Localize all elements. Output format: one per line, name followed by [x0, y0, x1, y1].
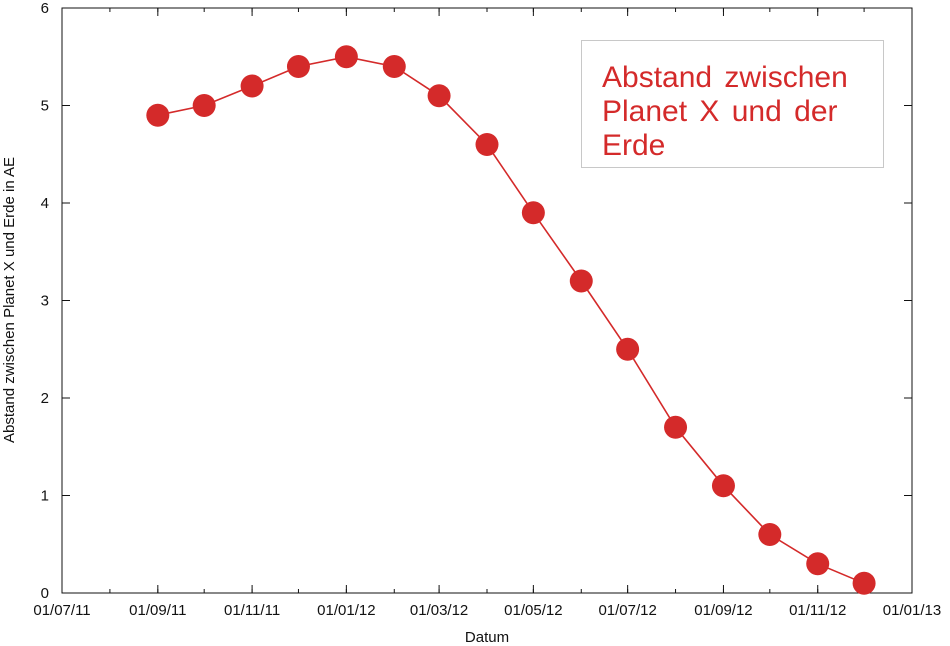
y-tick-label: 2: [41, 390, 49, 407]
annotation-line-2: Planet X und der: [602, 95, 838, 128]
y-tick-label: 1: [41, 488, 49, 505]
y-tick-label: 4: [41, 195, 49, 212]
annotation-line-3: Erde: [602, 129, 666, 162]
y-tick-label: 6: [41, 0, 49, 17]
data-point: [146, 103, 170, 127]
data-point: [521, 201, 545, 225]
x-tick-label: 01/03/12: [410, 602, 468, 619]
data-point: [806, 552, 830, 576]
data-point: [427, 84, 451, 108]
x-axis: 01/07/11 01/09/11 01/11/11 01/01/12 01/03/12…: [33, 8, 941, 619]
data-point: [475, 133, 499, 156]
data-point: [334, 45, 358, 69]
data-point: [616, 337, 640, 361]
x-axis-title: Datum: [465, 629, 509, 646]
y-tick-label: 3: [41, 293, 49, 310]
data-point: [382, 55, 406, 78]
annotation-box: Abstand zwischen Planet X und der Erde: [581, 40, 884, 168]
data-point: [664, 415, 688, 439]
y-axis-title: Abstand zwischen Planet X und Erde in AE: [1, 157, 18, 443]
y-tick-label: 5: [41, 98, 49, 115]
series-line-group: [157, 55, 865, 585]
data-point: [711, 474, 735, 498]
annotation-line-1: Abstand zwischen: [602, 61, 848, 94]
x-tick-label: 01/01/13: [883, 602, 941, 619]
x-tick-label: 01/07/12: [598, 602, 656, 619]
data-point: [569, 269, 593, 293]
data-point: [852, 571, 876, 595]
x-tick-label: 01/07/11: [33, 602, 90, 619]
x-tick-label: 01/05/12: [504, 602, 562, 619]
x-tick-label: 01/09/11: [129, 602, 186, 619]
series-points-group: [146, 45, 876, 595]
data-point: [286, 55, 310, 78]
x-tick-label: 01/01/12: [317, 602, 375, 619]
data-point: [758, 523, 782, 546]
series-line: [157, 55, 865, 585]
x-tick-label: 01/09/12: [694, 602, 752, 619]
x-tick-label: 01/11/11: [224, 602, 280, 619]
y-axis: 0 1 2 3 4 5 6: [41, 0, 912, 602]
y-tick-label: 0: [41, 585, 49, 602]
x-tick-label: 01/11/12: [789, 602, 846, 619]
data-point: [240, 74, 264, 98]
data-point: [192, 94, 216, 117]
